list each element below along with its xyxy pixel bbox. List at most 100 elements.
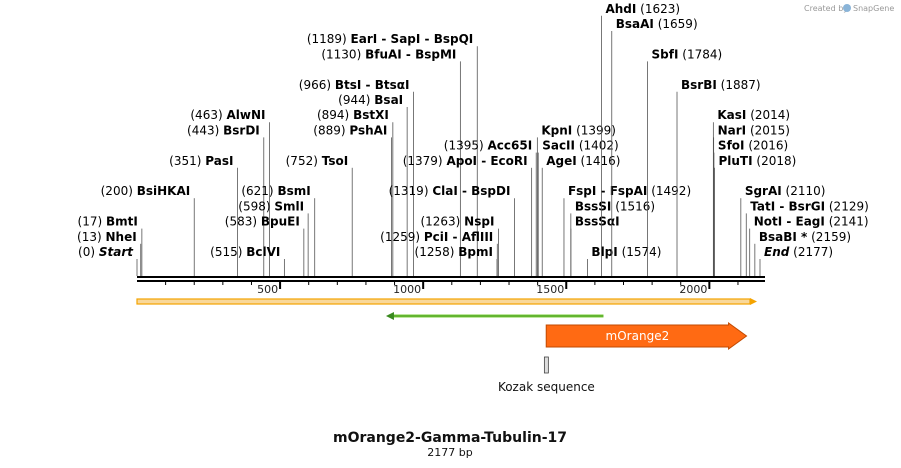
site-label-part: (1492): [651, 184, 691, 198]
site-label: (200) BsiHKAI: [101, 184, 191, 198]
ruler-tick-label: 1500: [536, 283, 564, 296]
restriction-sites: (0) Start(13) NheI(17) BmtI (200) BsiHKAI…: [77, 2, 869, 276]
site-label-part: BpmI: [458, 245, 493, 259]
site-label-part: BsrDI: [223, 123, 260, 137]
site-label-part: PciI - AflIII: [424, 230, 493, 244]
site-label: (1263) NspI: [420, 215, 494, 229]
site-label-part: (752): [286, 154, 318, 168]
site-label: BsaAI (1659): [616, 17, 698, 31]
credit-brand: SnapGene: [853, 4, 894, 13]
site-label-part: End: [764, 245, 790, 259]
site-label-part: (2018): [756, 154, 796, 168]
site-label-part: (17): [78, 215, 103, 229]
site-label-part: (889): [313, 123, 345, 137]
site-label-part: FspI - FspAI: [568, 184, 647, 198]
site-label: (621) BsmI: [241, 184, 310, 198]
site-label-part: (1259): [380, 230, 420, 244]
site-label-part: PasI: [205, 154, 233, 168]
site-label: (17) BmtI: [78, 215, 138, 229]
site-label-part: PshAI: [349, 123, 387, 137]
site-label: (0) Start: [78, 245, 134, 259]
site-label-part: AhdI: [605, 2, 636, 16]
site-label: PluTI (2018): [718, 154, 796, 168]
site-label: (889) PshAI: [313, 123, 387, 137]
site-label-part: BssSαI: [575, 215, 620, 229]
site-label-part: BsaAI: [616, 17, 654, 31]
site-label-part: BpuEI: [261, 215, 300, 229]
feature-arrowhead-icon: [385, 312, 394, 320]
site-label-part: (2177): [793, 245, 833, 259]
full-length-bar: [136, 298, 751, 305]
site-label: SgrAI (2110): [745, 184, 826, 198]
site-label: KasI (2014): [717, 108, 790, 122]
site-label-part: (463): [190, 108, 222, 122]
site-label-part: (1319): [389, 184, 429, 198]
feature-label: Kozak sequence: [498, 380, 595, 394]
site-label-part: NspI: [464, 215, 494, 229]
site-label-part: (1258): [415, 245, 455, 259]
feature-label: mOrange2: [606, 329, 670, 343]
site-label-part: (2141): [829, 215, 869, 229]
site-label: (13) NheI: [77, 230, 137, 244]
site-label-part: (1574): [622, 245, 662, 259]
site-label: BsrBI (1887): [681, 78, 761, 92]
features: mOrange2 Kozak sequence: [385, 312, 748, 394]
ruler-tick-label: 1000: [393, 283, 421, 296]
site-label-part: (13): [77, 230, 102, 244]
site-label: (1395) Acc65I: [444, 139, 532, 153]
site-label-part: TsoI: [322, 154, 348, 168]
site-label-part: BtsI - BtsαI: [335, 78, 410, 92]
site-label-part: (894): [317, 108, 349, 122]
site-label-part: (2129): [829, 199, 869, 213]
site-label: (1130) BfuAI - BspMI: [321, 47, 456, 61]
credit: Created by SnapGene: [804, 4, 894, 13]
site-label: SbfI (1784): [652, 47, 723, 61]
site-label: (598) SmlI: [238, 199, 304, 213]
site-label-part: BfuAI - BspMI: [365, 47, 456, 61]
site-label-part: (2110): [786, 184, 826, 198]
site-label-part: Acc65I: [488, 139, 533, 153]
site-label-part: (1784): [682, 47, 722, 61]
site-label-part: SacII: [542, 139, 575, 153]
site-label: (351) PasI: [169, 154, 233, 168]
site-label-part: (598): [238, 199, 270, 213]
site-label-part: (443): [187, 123, 219, 137]
site-label: KpnI (1399): [541, 123, 616, 137]
site-label-part: KpnI: [541, 123, 572, 137]
site-label-part: (351): [169, 154, 201, 168]
site-label: BlpI (1574): [591, 245, 661, 259]
site-label: FspI - FspAI (1492): [568, 184, 691, 198]
feature-marker-kozak: [543, 356, 549, 374]
site-label-part: (515): [210, 245, 242, 259]
site-label-part: (1887): [721, 78, 761, 92]
site-label-part: BmtI: [106, 215, 138, 229]
site-label: (515) BclVI: [210, 245, 280, 259]
site-label: SfoI (2016): [718, 139, 788, 153]
site-label: BssSαI: [575, 215, 620, 229]
site-label: (583) BpuEI: [225, 215, 300, 229]
site-label-part: BsrBI: [681, 78, 717, 92]
site-label-part: Start: [99, 245, 134, 259]
site-label-part: (1379): [403, 154, 443, 168]
site-label-part: (583): [225, 215, 257, 229]
site-label-part: (944): [338, 93, 370, 107]
site-label-part: BstXI: [353, 108, 389, 122]
site-label-part: BsaBI *: [759, 230, 808, 244]
site-label-part: (2016): [748, 139, 788, 153]
site-label: (752) TsoI: [286, 154, 349, 168]
map-title: mOrange2-Gamma-Tubulin-17: [333, 430, 567, 446]
site-label: AhdI (1623): [605, 2, 680, 16]
site-label-part: BssSI: [575, 199, 612, 213]
ruler-tick-label: 500: [257, 283, 278, 296]
map-subtitle: 2177 bp: [427, 446, 472, 459]
site-label: (944) BsaI: [338, 93, 403, 107]
site-label-part: (966): [299, 78, 331, 92]
site-label-part: BsmI: [277, 184, 310, 198]
site-label: (463) AlwNI: [190, 108, 265, 122]
site-label-part: EarI - SapI - BspQI: [351, 32, 474, 46]
site-label-part: KasI: [717, 108, 746, 122]
site-label-part: SgrAI: [745, 184, 782, 198]
site-label: (1259) PciI - AflIII: [380, 230, 493, 244]
ruler-tick-label: 2000: [679, 283, 707, 296]
